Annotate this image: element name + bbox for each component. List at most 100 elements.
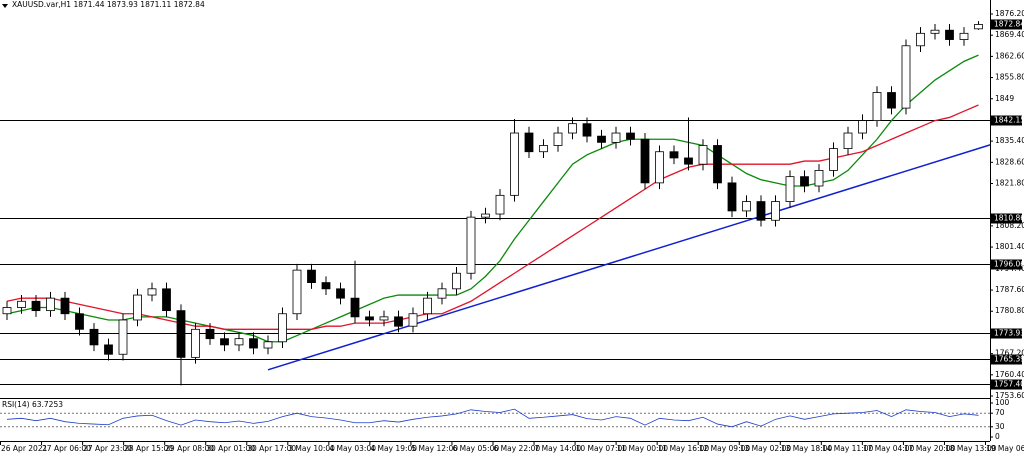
- y-tick-label: 1760.40: [995, 370, 1024, 379]
- level-label-box: [991, 115, 1022, 126]
- rsi-title: RSI(14) 63.7253: [2, 400, 63, 409]
- symbol: XAUUSD.var,H1: [12, 0, 71, 9]
- candle-body: [75, 313, 84, 330]
- candle-body: [452, 272, 461, 290]
- x-tick-label: 5 May 12:00: [411, 444, 458, 453]
- candle-body: [814, 170, 824, 187]
- rsi-tick-label: 70: [995, 408, 1005, 417]
- level-label-box: [991, 354, 1022, 365]
- y-tick-label: 1876.20: [995, 9, 1024, 18]
- candle-body: [930, 29, 940, 34]
- candle-body: [887, 92, 896, 109]
- candle-body: [249, 338, 258, 349]
- candle-body: [727, 182, 737, 212]
- candle-body: [843, 132, 853, 150]
- candle-body: [626, 132, 635, 140]
- candle-body: [495, 194, 505, 215]
- candle-body: [916, 32, 925, 47]
- candle-body: [379, 316, 389, 321]
- x-tick-label: 26 Apr 2021: [1, 444, 48, 453]
- rsi-last: 63.7253: [32, 400, 63, 409]
- rsi-tick-label: 30: [995, 422, 1005, 431]
- candle-body: [350, 297, 360, 318]
- x-tick-label: 7 May 14:00: [535, 444, 582, 453]
- x-tick-label: 13 May 02:00: [740, 444, 792, 453]
- y-tick-label: 1862.60: [995, 51, 1024, 60]
- x-tick-label: 11 May 00:00: [617, 444, 669, 453]
- level-label: 1765.39: [994, 355, 1024, 364]
- candle-body: [423, 297, 432, 315]
- x-tick-label: 14 May 11:00: [822, 444, 874, 453]
- rsi-tick-label: 0: [995, 432, 1000, 441]
- candle-body: [437, 288, 447, 299]
- y-tick-label: 1787.60: [995, 285, 1024, 294]
- candle-body: [89, 328, 99, 346]
- candle-body: [365, 316, 374, 321]
- y-tick-label: 1849: [995, 94, 1014, 103]
- trendline: [267, 144, 991, 371]
- x-tick-label: 30 Apr 17:00: [247, 444, 296, 453]
- candle-body: [568, 123, 577, 134]
- x-tick-label: 27 Apr 06:00: [42, 444, 91, 453]
- ohlc-low: 1871.11: [140, 0, 171, 9]
- candle-body: [205, 328, 215, 340]
- candle-body: [539, 145, 548, 153]
- candle-body: [46, 297, 55, 312]
- candle-body: [162, 288, 171, 312]
- ohlc-open: 1871.44: [73, 0, 104, 9]
- x-tick-label: 29 Apr 08:00: [165, 444, 214, 453]
- candle-body: [292, 269, 302, 315]
- candle-body: [553, 132, 563, 146]
- candle-body: [394, 316, 403, 327]
- candle-body: [756, 201, 766, 221]
- y-tick-label: 1753.60: [995, 391, 1024, 400]
- candle-body: [959, 32, 969, 40]
- level-label-box: [991, 259, 1022, 270]
- y-tick-label: 1780.80: [995, 306, 1024, 315]
- y-tick-label: 1869.40: [995, 30, 1024, 39]
- level-label: 1796.06: [994, 260, 1024, 269]
- y-tick-label: 1767.20: [995, 349, 1024, 358]
- y-tick-label: 1801.40: [995, 242, 1024, 251]
- x-tick-label: 19 May 06:00: [986, 444, 1024, 453]
- x-tick-label: 18 May 13:00: [945, 444, 997, 453]
- x-tick-label: 6 May 22:00: [494, 444, 541, 453]
- candle-body: [524, 132, 534, 153]
- level-label: 1773.93: [994, 329, 1024, 338]
- candle-body: [307, 269, 316, 283]
- y-tick-label: 1808.20: [995, 221, 1024, 230]
- candle-body: [60, 297, 70, 315]
- candle-body: [263, 341, 273, 349]
- candle-body: [481, 213, 490, 218]
- y-tick-label: 1821.80: [995, 179, 1024, 188]
- x-tick-label: 28 Apr 15:00: [124, 444, 173, 453]
- candle-body: [17, 300, 26, 308]
- candle-body: [2, 307, 12, 315]
- x-tick-label: 17 May 20:00: [904, 444, 956, 453]
- candle-body: [698, 145, 708, 165]
- candle-body: [771, 201, 780, 221]
- candle-body: [872, 92, 882, 121]
- candle-body: [234, 338, 244, 346]
- candle-body: [742, 201, 751, 212]
- y-tick-label: 1855.80: [995, 73, 1024, 82]
- candle-body: [901, 45, 911, 109]
- rsi-tick-label: 100: [995, 398, 1010, 407]
- ohlc-close: 1872.84: [174, 0, 205, 9]
- candle-body: [408, 313, 418, 327]
- candle-body: [597, 135, 606, 143]
- y-tick-label: 1828.60: [995, 157, 1024, 166]
- candle-body: [640, 138, 650, 184]
- candle-body: [118, 319, 128, 355]
- candle-body: [104, 344, 113, 355]
- x-tick-label: 4 May 03:00: [329, 444, 376, 453]
- x-tick-label: 10 May 07:00: [576, 444, 628, 453]
- level-label-box: [991, 379, 1022, 390]
- symbol-arrow: [2, 4, 8, 8]
- candle-body: [974, 24, 983, 30]
- x-tick-label: 11 May 16:00: [658, 444, 710, 453]
- level-label-box: [991, 328, 1022, 339]
- candle-body: [713, 145, 722, 184]
